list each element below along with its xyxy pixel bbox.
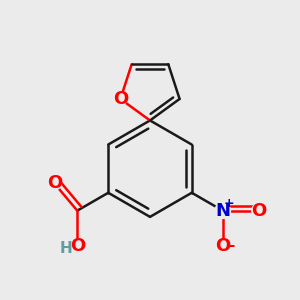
- Circle shape: [70, 240, 84, 253]
- Text: +: +: [224, 197, 234, 210]
- Circle shape: [47, 176, 61, 190]
- Circle shape: [252, 204, 265, 218]
- Text: -: -: [228, 238, 235, 253]
- Circle shape: [114, 93, 127, 105]
- Circle shape: [216, 240, 230, 253]
- Circle shape: [58, 242, 72, 256]
- Text: H: H: [60, 242, 72, 256]
- Text: O: O: [113, 90, 128, 108]
- Text: O: O: [215, 237, 230, 255]
- Text: O: O: [251, 202, 266, 220]
- Text: N: N: [215, 202, 230, 220]
- Text: O: O: [70, 237, 85, 255]
- Text: O: O: [46, 174, 62, 192]
- Circle shape: [215, 203, 230, 218]
